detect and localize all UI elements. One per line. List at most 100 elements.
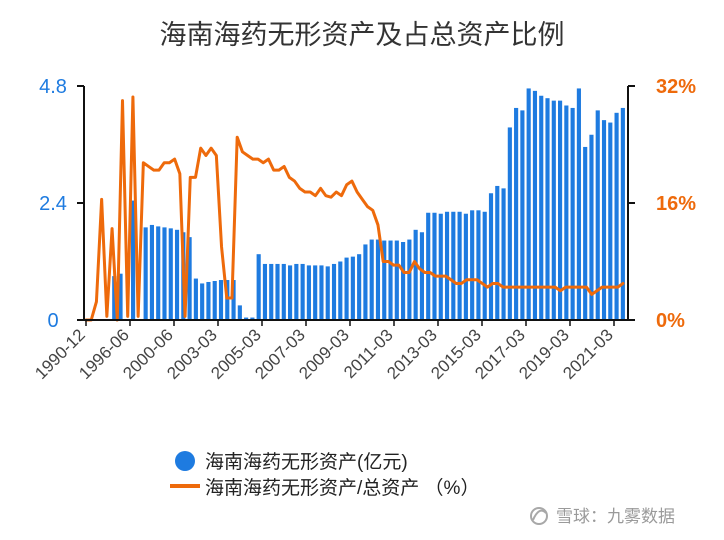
bar xyxy=(401,242,406,320)
bar xyxy=(419,232,424,320)
bar xyxy=(545,98,550,320)
snowball-logo-icon xyxy=(530,507,548,525)
bar xyxy=(131,200,136,320)
bar xyxy=(532,90,538,321)
bar xyxy=(237,305,242,321)
line-path xyxy=(84,95,625,322)
bar xyxy=(482,211,487,320)
bar xyxy=(501,188,506,320)
bar xyxy=(156,226,161,320)
bar xyxy=(357,254,362,320)
bar xyxy=(269,263,274,320)
right-tick-label: 0% xyxy=(656,310,685,332)
bar xyxy=(539,95,544,320)
legend-line-swatch xyxy=(170,484,200,488)
bar xyxy=(601,120,607,321)
bar xyxy=(526,88,531,320)
bar xyxy=(281,263,286,320)
bar xyxy=(218,280,224,320)
bar xyxy=(564,105,569,320)
bar xyxy=(319,265,324,320)
bar xyxy=(200,283,205,320)
bar xyxy=(294,263,299,320)
right-tick-label: 32% xyxy=(656,76,696,98)
bar xyxy=(193,278,198,320)
bar xyxy=(338,261,343,320)
bar xyxy=(149,224,154,320)
right-tick-label: 16% xyxy=(656,193,696,215)
watermark: 雪球：九雾数据 xyxy=(530,507,675,526)
bar xyxy=(413,229,418,320)
bar xyxy=(476,210,481,320)
bar xyxy=(375,239,381,320)
bar-series xyxy=(112,88,625,321)
bar xyxy=(206,281,211,320)
bar xyxy=(306,265,311,320)
bar xyxy=(520,110,525,321)
bar xyxy=(426,212,431,320)
bar xyxy=(382,240,387,320)
bar xyxy=(288,265,293,320)
bar xyxy=(118,273,123,320)
bar xyxy=(576,88,581,320)
bar xyxy=(558,100,563,321)
bar xyxy=(589,134,594,320)
bar xyxy=(313,265,318,320)
bar xyxy=(187,237,192,321)
bar xyxy=(470,210,475,320)
bar xyxy=(212,281,217,320)
bar xyxy=(250,317,255,320)
bar xyxy=(143,227,148,321)
left-tick-label: 4.8 xyxy=(39,76,67,98)
legend-line-label: 海南海药无形资产/总资产 （%） xyxy=(205,477,479,499)
bar xyxy=(438,213,443,320)
bar xyxy=(325,266,330,321)
bar xyxy=(331,263,337,320)
bar xyxy=(244,317,249,320)
bar xyxy=(231,280,236,320)
bar xyxy=(514,107,519,320)
bar xyxy=(595,110,600,321)
bar xyxy=(174,229,180,320)
bar xyxy=(432,212,437,320)
bar xyxy=(394,240,399,320)
bar xyxy=(162,227,167,321)
chart-title: 海南海药无形资产及占总资产比例 xyxy=(160,20,565,50)
bar xyxy=(350,256,355,321)
bar xyxy=(463,213,468,320)
bar xyxy=(225,280,230,320)
left-axis-ticks: 0 2.4 4.8 xyxy=(39,76,84,332)
left-tick-label: 2.4 xyxy=(39,193,67,215)
bar xyxy=(407,239,412,320)
bar xyxy=(507,127,512,320)
bar xyxy=(363,244,368,320)
bar xyxy=(444,211,450,320)
bar xyxy=(614,112,619,320)
bar xyxy=(256,254,261,320)
bar xyxy=(570,107,575,320)
bar xyxy=(369,239,374,320)
bar xyxy=(300,263,305,320)
bar xyxy=(583,146,588,320)
bar xyxy=(620,107,625,320)
bar xyxy=(112,276,117,321)
left-tick-label: 0 xyxy=(47,310,58,332)
bar xyxy=(344,257,349,320)
bar xyxy=(168,228,173,320)
bar xyxy=(608,122,613,320)
bar xyxy=(262,263,268,320)
bar xyxy=(495,185,500,320)
legend-bar-swatch xyxy=(175,451,195,471)
x-axis-ticks: 1990-121996-062000-062003-032005-032007-… xyxy=(31,320,617,383)
bar xyxy=(388,240,393,320)
bar xyxy=(457,211,462,320)
bar xyxy=(451,211,456,320)
bar xyxy=(488,193,494,320)
legend: 海南海药无形资产(亿元) 海南海药无形资产/总资产 （%） xyxy=(170,451,479,499)
bar xyxy=(551,100,556,321)
right-axis-ticks: 0% 16% 32% xyxy=(628,76,696,332)
line-series xyxy=(84,95,625,322)
bar xyxy=(275,263,280,320)
legend-bar-label: 海南海药无形资产(亿元) xyxy=(205,451,408,473)
